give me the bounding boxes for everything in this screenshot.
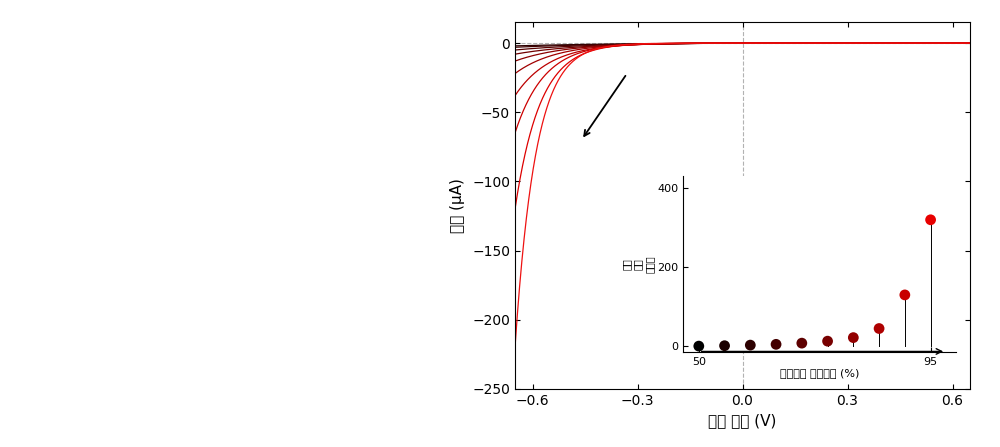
X-axis label: 인가 전압 (V): 인가 전압 (V) [708, 413, 777, 428]
Y-axis label: 전류 (μA): 전류 (μA) [450, 178, 465, 233]
